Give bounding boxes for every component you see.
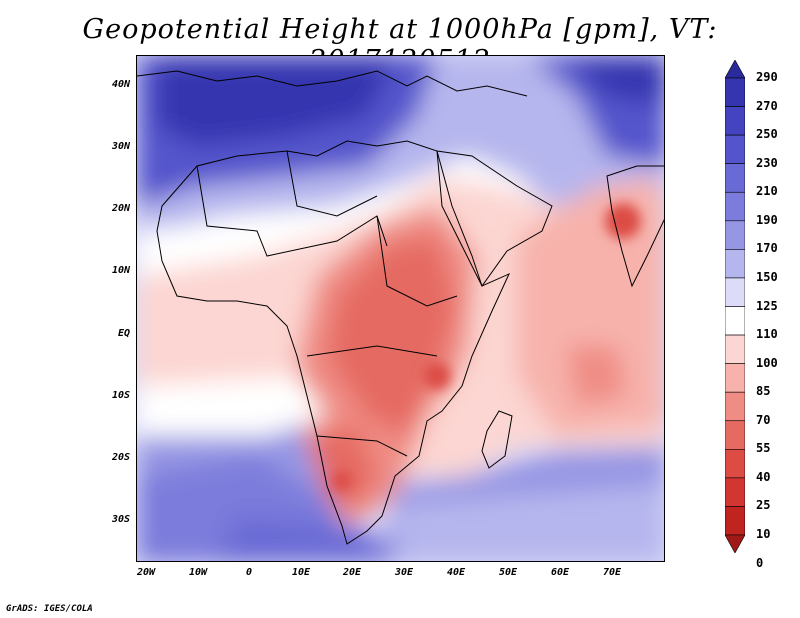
colorbar-label: 250 [756, 127, 778, 142]
longitude-label: 20E [342, 567, 362, 578]
longitude-label: 30E [394, 567, 414, 578]
latitude-label: 20N [111, 203, 130, 214]
colorbar-label: 150 [756, 269, 778, 284]
colorbar-swatch [725, 134, 745, 164]
longitude-label: 60E [550, 567, 570, 578]
colorbar-swatch [725, 391, 745, 422]
colorbar-label: 70 [756, 412, 771, 427]
latitude-label: 40N [111, 79, 130, 90]
colorbar [725, 60, 745, 553]
colorbar-label: 25 [756, 498, 771, 513]
latitude-label: EQ [117, 328, 130, 339]
colorbar-label: 230 [756, 155, 778, 170]
colorbar-label: 40 [756, 469, 771, 484]
colorbar-swatch [725, 191, 745, 222]
coastlines [137, 70, 664, 545]
longitude-label: 0 [245, 567, 253, 578]
colorbar-swatch [725, 277, 745, 307]
colorbar-swatch [725, 106, 745, 136]
colorbar-label: 10 [756, 527, 771, 541]
colorbar-swatch [725, 249, 745, 279]
longitude-label: 70E [602, 567, 622, 578]
colorbar-label: 55 [756, 441, 771, 456]
colorbar-label: 290 [756, 70, 778, 84]
longitude-label: 50E [498, 567, 518, 578]
longitude-label: 40E [446, 567, 466, 578]
colorbar-label: 210 [756, 184, 778, 199]
colorbar-swatch [725, 534, 745, 553]
colorbar-label: 270 [756, 98, 778, 113]
colorbar-label: 100 [756, 355, 778, 370]
latitude-label: 30N [111, 141, 130, 152]
colorbar-swatch [725, 163, 745, 193]
colorbar-swatch [725, 477, 745, 507]
colorbar-swatch [725, 306, 745, 336]
colorbar-label: 125 [756, 298, 778, 313]
colorbar-label: 190 [756, 212, 778, 227]
colorbar-swatch [725, 420, 745, 450]
height-field [137, 56, 664, 561]
colorbar-swatch [725, 334, 745, 364]
map-canvas [137, 56, 664, 561]
grads-credit: GrADS: IGES/COLA [6, 604, 93, 614]
latitude-label: 10S [111, 390, 130, 401]
longitude-label: 20W [136, 567, 156, 578]
colorbar-label: 0 [756, 555, 764, 570]
colorbar-label: 170 [756, 241, 778, 256]
colorbar-swatch [725, 506, 745, 536]
colorbar-label: 110 [756, 327, 778, 342]
latitude-label: 10N [111, 265, 130, 276]
longitude-label: 10W [188, 567, 208, 578]
colorbar-label: 85 [756, 384, 771, 399]
colorbar-swatch [725, 363, 745, 393]
latitude-label: 20S [111, 452, 130, 463]
colorbar-swatch [725, 449, 745, 479]
colorbar-swatch [725, 77, 745, 107]
colorbar-swatch [725, 60, 745, 79]
longitude-label: 10E [291, 567, 311, 578]
latitude-label: 30S [111, 514, 130, 525]
colorbar-swatch [725, 220, 745, 250]
map-panel [136, 55, 665, 562]
